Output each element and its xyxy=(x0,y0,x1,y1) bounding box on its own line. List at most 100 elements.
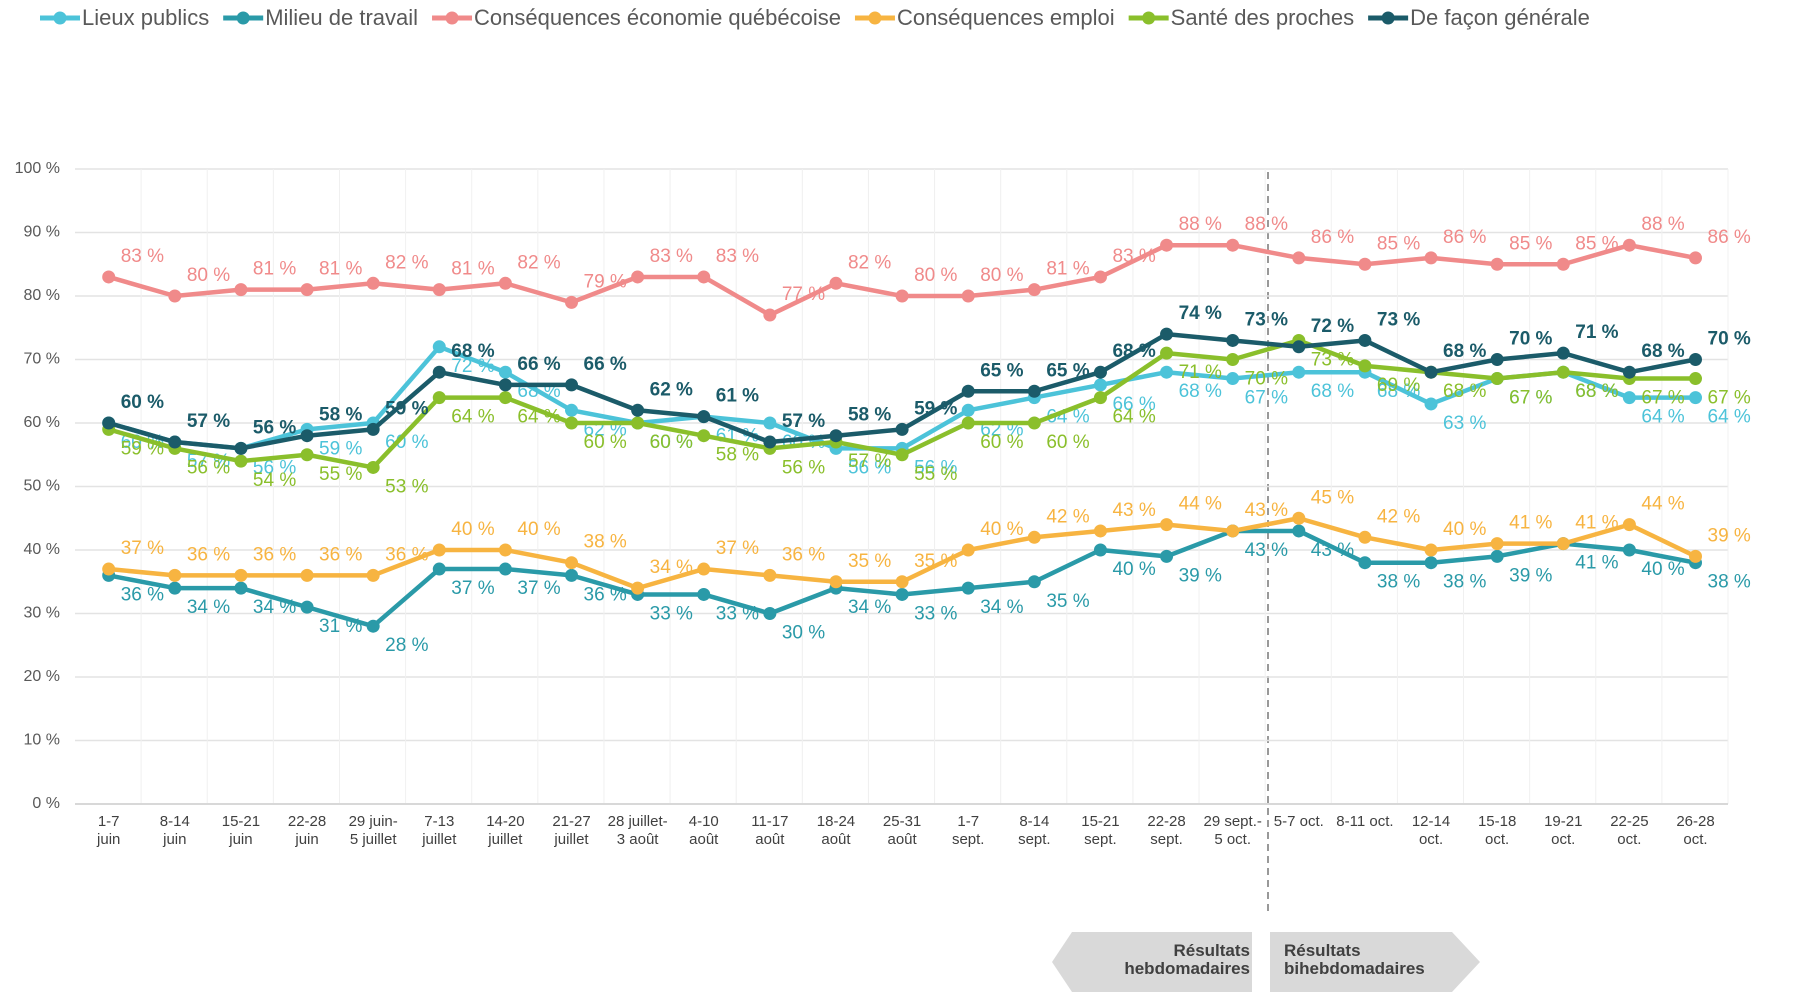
data-label: 64 % xyxy=(451,407,494,428)
data-point xyxy=(1027,575,1041,589)
x-tick-label: 14-20 juillet xyxy=(486,813,524,848)
data-point xyxy=(565,295,579,309)
data-point xyxy=(1226,333,1240,347)
data-label: 70 % xyxy=(1708,329,1751,350)
data-label: 56 % xyxy=(187,457,230,478)
data-point xyxy=(234,454,248,468)
data-point xyxy=(1160,365,1174,379)
x-tick-label: 15-21 juin xyxy=(222,813,260,848)
data-point xyxy=(1093,378,1107,392)
series-line xyxy=(108,242,1696,318)
data-point xyxy=(300,429,314,443)
data-label: 68 % xyxy=(1641,341,1684,362)
data-point xyxy=(432,391,446,405)
x-tick-label: 5-7 oct. xyxy=(1274,813,1324,830)
data-point xyxy=(697,587,711,601)
data-label: 68 % xyxy=(1575,381,1618,402)
x-tick-label: 29 sept.-5 oct. xyxy=(1203,813,1261,848)
data-point xyxy=(1622,365,1636,379)
data-point xyxy=(565,378,579,392)
data-point xyxy=(1622,543,1636,557)
data-point xyxy=(1292,251,1306,265)
data-point xyxy=(763,435,777,449)
legend-label: De façon générale xyxy=(1410,5,1590,30)
data-point xyxy=(1093,270,1107,284)
data-point xyxy=(895,575,909,589)
legend-label: Lieux publics xyxy=(82,5,209,30)
data-point xyxy=(300,448,314,462)
data-point xyxy=(1556,365,1570,379)
data-point xyxy=(168,435,182,449)
data-label: 35 % xyxy=(848,551,891,572)
data-label: 88 % xyxy=(1245,214,1288,235)
data-point xyxy=(961,384,975,398)
data-label: 70 % xyxy=(1245,369,1288,390)
legend-label: Conséquences emploi xyxy=(897,5,1115,30)
data-point xyxy=(1424,543,1438,557)
x-tick-label: 15-18 oct. xyxy=(1478,813,1516,848)
weekly-arrow xyxy=(1052,932,1252,992)
annotation: Résultats bihebdomadaires xyxy=(1284,941,1425,978)
data-label: 80 % xyxy=(187,265,230,286)
data-label: 74 % xyxy=(1179,303,1222,324)
data-point xyxy=(1622,518,1636,532)
data-point xyxy=(961,543,975,557)
data-label: 65 % xyxy=(1046,360,1089,381)
data-point xyxy=(763,568,777,582)
data-label: 68 % xyxy=(1575,381,1618,402)
data-point xyxy=(895,448,909,462)
data-point xyxy=(829,276,843,290)
x-tick-label: 1-7 juin xyxy=(96,813,120,848)
data-label: 34 % xyxy=(650,557,693,578)
x-tick-label: 22-25 oct. xyxy=(1610,813,1648,848)
data-label: 30 % xyxy=(782,623,825,644)
data-label: 64 % xyxy=(1112,407,1155,428)
y-tick-label: 20 % xyxy=(24,668,60,685)
data-point xyxy=(366,568,380,582)
legend-marker xyxy=(1381,11,1395,25)
data-label: 57 % xyxy=(848,451,891,472)
data-label: 36 % xyxy=(187,544,230,565)
x-tick-label: 8-14 sept. xyxy=(1018,813,1051,848)
data-point xyxy=(1226,372,1240,386)
data-point xyxy=(1490,549,1504,563)
data-point xyxy=(432,283,446,297)
x-tick-label: 28 juillet-3 août xyxy=(608,813,668,848)
data-label: 81 % xyxy=(1046,259,1089,280)
data-label: 72 % xyxy=(1311,316,1354,337)
data-label: 70 % xyxy=(1509,329,1552,350)
legend-marker xyxy=(445,11,459,25)
data-point xyxy=(432,365,446,379)
data-label: 83 % xyxy=(650,246,693,267)
data-point xyxy=(1160,518,1174,532)
data-point xyxy=(432,543,446,557)
y-tick-label: 80 % xyxy=(24,287,60,304)
data-label: 43 % xyxy=(1311,540,1354,561)
data-point xyxy=(102,416,116,430)
data-point xyxy=(895,289,909,303)
data-point xyxy=(1160,346,1174,360)
data-label: 58 % xyxy=(319,405,362,426)
data-label: 73 % xyxy=(1377,309,1420,330)
data-point xyxy=(1160,238,1174,252)
data-label: 81 % xyxy=(253,259,296,280)
y-tick-label: 30 % xyxy=(24,605,60,622)
legend-marker xyxy=(236,11,250,25)
data-point xyxy=(1027,416,1041,430)
x-tick-label: 15-21 sept. xyxy=(1081,813,1119,848)
data-point xyxy=(1358,359,1372,373)
data-point xyxy=(631,403,645,417)
data-label: 37 % xyxy=(121,538,164,559)
data-label: 72 % xyxy=(451,356,494,377)
data-label: 36 % xyxy=(584,584,627,605)
data-label: 88 % xyxy=(1641,214,1684,235)
data-point xyxy=(1424,556,1438,570)
data-point xyxy=(432,340,446,354)
data-point xyxy=(1556,257,1570,271)
data-label: 57 % xyxy=(187,411,230,432)
x-tick-label: 19-21 oct. xyxy=(1544,813,1582,848)
data-point xyxy=(565,556,579,570)
data-point xyxy=(1160,549,1174,563)
